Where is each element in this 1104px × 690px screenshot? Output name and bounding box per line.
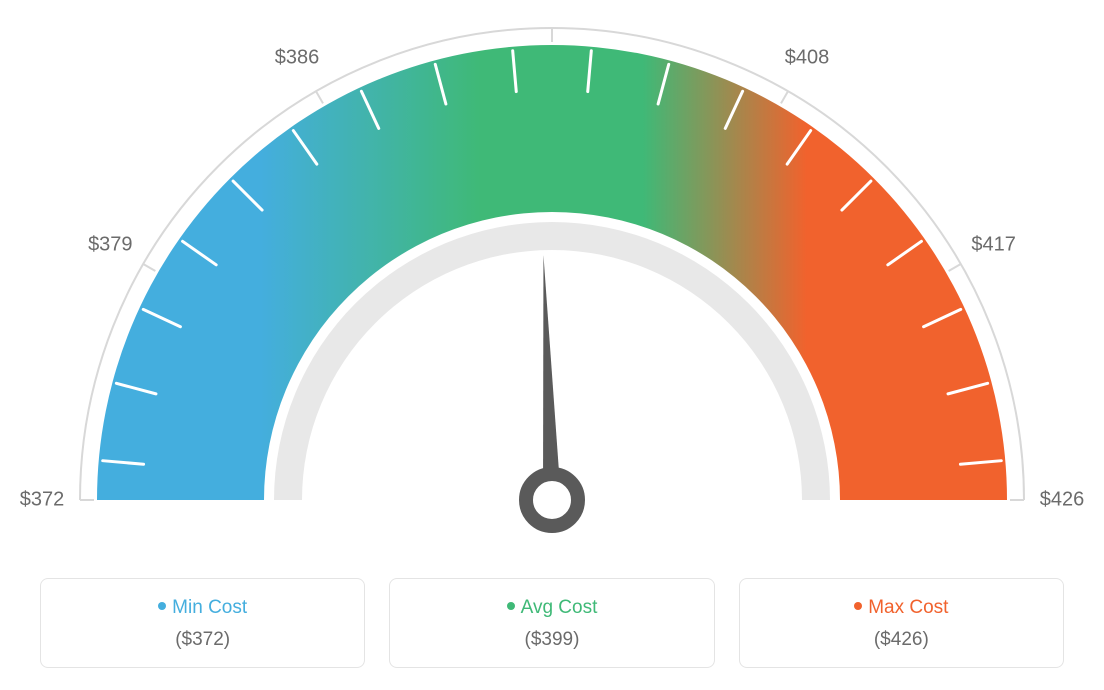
legend-max-title: Max Cost [750, 597, 1053, 619]
legend-min-title-text: Min Cost [172, 597, 247, 618]
legend-card-avg: Avg Cost ($399) [389, 578, 714, 668]
legend-card-max: Max Cost ($426) [739, 578, 1064, 668]
legend-max-value: ($426) [750, 629, 1053, 651]
legend-avg-title-text: Avg Cost [521, 597, 598, 618]
gauge-area: $372 $379 $386 $399 $408 $417 $426 [0, 0, 1104, 560]
legend-min-title: Min Cost [51, 597, 354, 619]
dot-icon [854, 602, 862, 610]
cost-gauge-chart: $372 $379 $386 $399 $408 $417 $426 Min Cost ($… [0, 0, 1104, 690]
gauge-tick-label: $386 [275, 47, 320, 70]
gauge-tick-label: $399 [530, 0, 575, 2]
dot-icon [507, 602, 515, 610]
gauge-tick-label: $408 [785, 47, 830, 70]
legend-avg-value: ($399) [400, 629, 703, 651]
gauge-tick-label: $426 [1040, 489, 1085, 512]
dot-icon [158, 602, 166, 610]
legend-max-title-text: Max Cost [868, 597, 948, 618]
legend-card-min: Min Cost ($372) [40, 578, 365, 668]
legend-avg-title: Avg Cost [400, 597, 703, 619]
legend-row: Min Cost ($372) Avg Cost ($399) Max Cost… [40, 578, 1064, 668]
gauge-svg [0, 0, 1104, 560]
gauge-tick-label: $372 [20, 489, 65, 512]
gauge-tick-label: $379 [88, 234, 133, 257]
gauge-tick-label: $417 [971, 234, 1016, 257]
legend-min-value: ($372) [51, 629, 354, 651]
